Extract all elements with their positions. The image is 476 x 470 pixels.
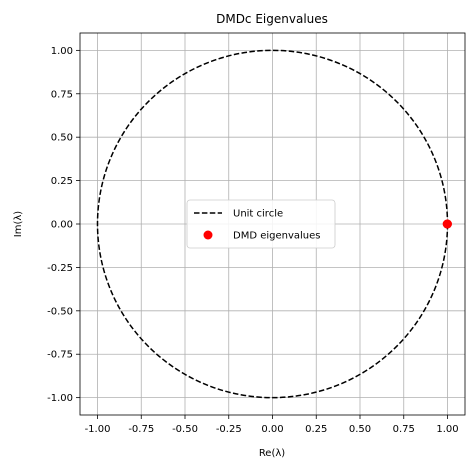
y-axis-label: Im(λ): [13, 211, 24, 238]
x-tick-label: 0.00: [261, 424, 283, 435]
x-tick-label: -0.50: [172, 424, 198, 435]
x-tick-label: 0.25: [305, 424, 327, 435]
x-tick-label: 1.00: [436, 424, 458, 435]
legend-box: [186, 199, 336, 249]
y-tick-label: 0.50: [51, 133, 73, 144]
y-tick-label: -0.75: [47, 350, 73, 361]
legend-label-unit-circle: Unit circle: [233, 209, 283, 220]
x-axis-label: Re(λ): [259, 448, 285, 459]
y-tick-label: 0.75: [51, 89, 73, 100]
y-tick-label: 0.25: [51, 176, 73, 187]
x-axis: -1.00 -0.75 -0.50 -0.25 0.00 0.25 0.50 0.75 1.00: [85, 415, 459, 435]
x-tick-label: 0.50: [349, 424, 371, 435]
x-tick-label: -0.75: [128, 424, 154, 435]
y-tick-label: -0.25: [47, 263, 73, 274]
x-tick-label: -1.00: [85, 424, 111, 435]
x-tick-label: -0.25: [216, 424, 242, 435]
y-tick-label: 1.00: [51, 46, 73, 57]
legend: Unit circle DMD eigenvalues: [186, 199, 336, 249]
plot-area: [96, 49, 452, 399]
eigenvalue-point: [442, 219, 452, 229]
y-tick-label: 0.00: [51, 220, 73, 231]
legend-marker-swatch: [203, 230, 213, 240]
y-tick-label: -1.00: [47, 393, 73, 404]
chart-title: DMDc Eigenvalues: [216, 12, 328, 26]
x-tick-label: 0.75: [393, 424, 415, 435]
legend-label-dmd-eigenvalues: DMD eigenvalues: [233, 231, 321, 242]
y-axis: 1.00 0.75 0.50 0.25 0.00 -0.25 -0.50 -0.75 -1.00: [47, 46, 80, 404]
y-tick-label: -0.50: [47, 306, 73, 317]
